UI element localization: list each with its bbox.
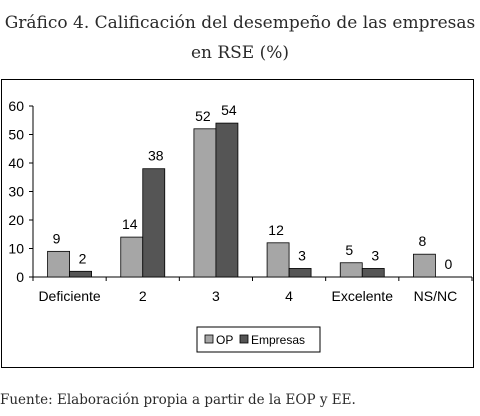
bar-empresas-4 (361, 268, 385, 278)
data-label-empresas-4: 3 (371, 247, 379, 263)
data-label-op-5: 8 (419, 233, 427, 249)
source-note: Fuente: Elaboración propia a partir de l… (0, 392, 356, 408)
y-tick-label: 10 (8, 241, 24, 257)
chart-title: Gráfico 4. Calificación del desempeño de… (0, 8, 480, 68)
data-label-empresas-5: 0 (445, 256, 453, 272)
bar-op-4 (339, 262, 363, 278)
y-tick-label: 30 (8, 184, 24, 200)
chart-title-line-2: en RSE (%) (190, 43, 290, 63)
x-tick-label: 2 (139, 288, 147, 304)
x-tick-label: 4 (285, 288, 293, 304)
legend-label-op: OP (216, 333, 233, 347)
legend-box (196, 326, 321, 353)
x-tick-label: 3 (212, 288, 220, 304)
data-label-empresas-3: 3 (298, 247, 306, 263)
bar-op-3 (266, 242, 290, 278)
bar-empresas-0 (69, 270, 92, 278)
y-tick-label: 50 (8, 127, 24, 143)
data-label-empresas-0: 2 (79, 250, 87, 266)
data-label-op-4: 5 (345, 242, 353, 258)
chart-frame (1, 79, 474, 368)
x-tick-label: Deficiente (38, 288, 100, 304)
bar-empresas-2 (215, 122, 239, 278)
y-tick-label: 0 (16, 269, 24, 285)
legend-swatch-op (204, 334, 214, 344)
bar-op-2 (193, 128, 217, 278)
data-label-empresas-1: 38 (148, 148, 164, 164)
y-tick-label: 60 (8, 98, 24, 114)
bar-empresas-1 (142, 168, 166, 278)
y-tick-label: 20 (8, 212, 24, 228)
data-label-empresas-2: 54 (221, 102, 237, 118)
bar-op-1 (120, 236, 144, 278)
bar-op-5 (413, 253, 436, 278)
x-tick-label: Excelente (332, 288, 394, 304)
chart-title-line-1: Gráfico 4. Calificación del desempeño de… (4, 13, 476, 33)
bar-op-0 (47, 250, 70, 278)
data-label-op-2: 52 (195, 108, 211, 124)
data-label-op-0: 9 (53, 230, 61, 246)
bar-empresas-3 (288, 268, 312, 278)
legend-label-empresas: Empresas (251, 333, 305, 347)
x-tick-label: NS/NC (414, 288, 458, 304)
legend-swatch-empresas (239, 334, 249, 344)
data-label-op-1: 14 (122, 216, 138, 232)
data-label-op-3: 12 (268, 222, 284, 238)
y-tick-label: 40 (8, 155, 24, 171)
